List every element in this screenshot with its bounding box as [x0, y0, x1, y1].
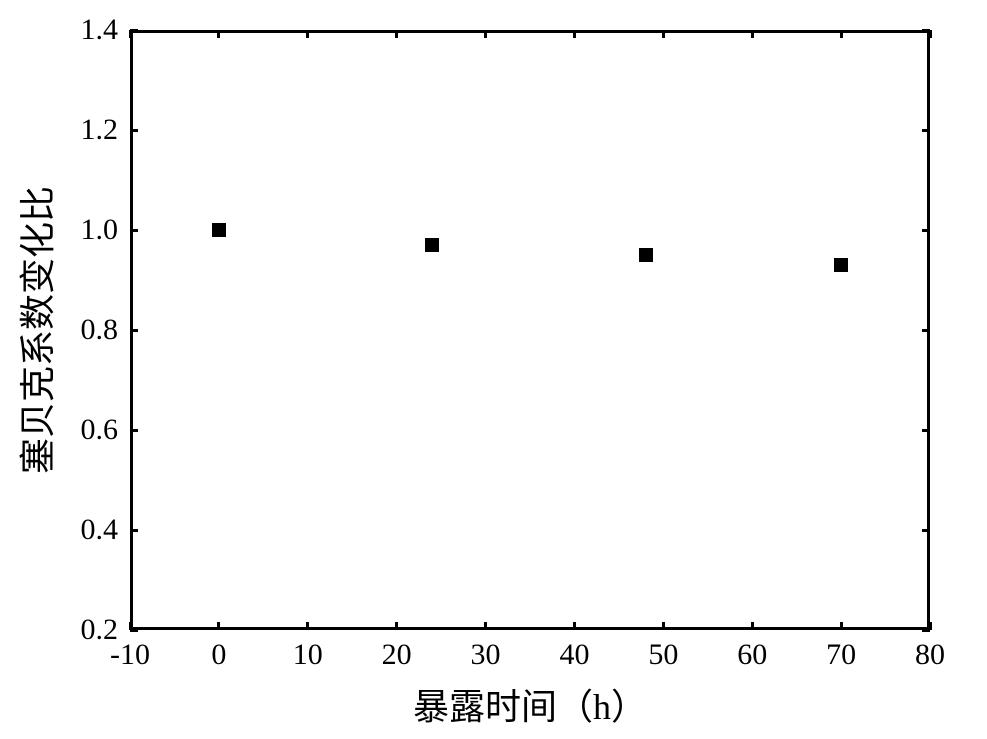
x-tick-mirror — [573, 30, 576, 38]
x-tick-label: 10 — [293, 638, 323, 672]
x-tick-mirror — [217, 30, 220, 38]
x-tick-label: 80 — [915, 638, 945, 672]
x-tick-label: 70 — [826, 638, 856, 672]
y-tick — [130, 229, 138, 232]
y-tick-mirror — [922, 629, 930, 632]
x-tick — [573, 622, 576, 630]
x-tick-label: 50 — [648, 638, 678, 672]
x-axis-title: 暴露时间（h） — [413, 678, 647, 730]
chart-container: 暴露时间（h） 塞贝克系数变化比 -10010203040506070800.2… — [0, 0, 987, 739]
x-tick-label: 40 — [559, 638, 589, 672]
y-tick-mirror — [922, 429, 930, 432]
y-tick-label: 1.2 — [81, 113, 119, 147]
y-tick-mirror — [922, 129, 930, 132]
data-point — [425, 238, 439, 252]
x-tick-mirror — [484, 30, 487, 38]
y-axis-title: 塞贝克系数变化比 — [9, 186, 61, 474]
y-tick-label: 0.2 — [81, 613, 119, 647]
y-tick-mirror — [922, 29, 930, 32]
x-tick-mirror — [306, 30, 309, 38]
x-tick-label: 20 — [382, 638, 412, 672]
y-tick — [130, 129, 138, 132]
x-tick — [751, 622, 754, 630]
y-tick-label: 1.4 — [81, 13, 119, 47]
x-tick — [217, 622, 220, 630]
x-tick — [662, 622, 665, 630]
y-tick — [130, 629, 138, 632]
x-tick-mirror — [751, 30, 754, 38]
data-point — [212, 223, 226, 237]
x-tick-mirror — [395, 30, 398, 38]
x-tick — [840, 622, 843, 630]
x-tick-label: 60 — [737, 638, 767, 672]
x-tick — [395, 622, 398, 630]
y-tick-label: 0.6 — [81, 413, 119, 447]
y-tick — [130, 329, 138, 332]
x-tick-label: 0 — [211, 638, 226, 672]
y-tick — [130, 29, 138, 32]
y-tick-label: 0.4 — [81, 513, 119, 547]
y-tick — [130, 529, 138, 532]
y-tick — [130, 429, 138, 432]
x-tick-mirror — [840, 30, 843, 38]
y-tick-label: 0.8 — [81, 313, 119, 347]
plot-area — [130, 30, 930, 630]
y-tick-label: 1.0 — [81, 213, 119, 247]
y-tick-mirror — [922, 329, 930, 332]
x-tick-label: 30 — [471, 638, 501, 672]
data-point — [639, 248, 653, 262]
y-tick-mirror — [922, 229, 930, 232]
data-point — [834, 258, 848, 272]
y-tick-mirror — [922, 529, 930, 532]
x-tick-mirror — [662, 30, 665, 38]
x-tick — [306, 622, 309, 630]
x-tick — [484, 622, 487, 630]
